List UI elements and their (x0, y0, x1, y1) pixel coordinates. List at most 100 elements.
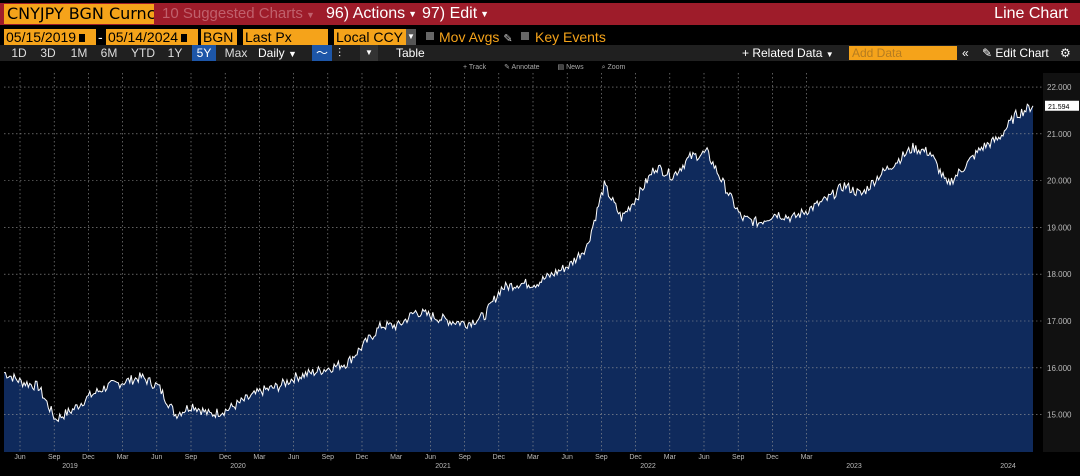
chevron-down-icon: ▼ (288, 49, 297, 59)
x-tick-label: Mar (117, 454, 130, 461)
y-tick-label: 18.000 (1047, 270, 1072, 279)
chart-tool-track[interactable]: + Track (463, 64, 487, 71)
ticker-field[interactable]: CNYJPY BGN Curncy (4, 4, 154, 24)
bar-chart-icon[interactable]: ⫶ (338, 46, 342, 60)
x-year-label: 2019 (62, 463, 78, 470)
gear-icon[interactable]: ⚙ (1060, 46, 1071, 60)
chart-tool-annotate[interactable]: ✎ Annotate (504, 64, 540, 71)
actions-menu[interactable]: 96) Actions ▼ (326, 4, 417, 24)
x-tick-label: Sep (48, 454, 61, 461)
range-1d[interactable]: 1D (11, 46, 27, 60)
actions-label: 96) Actions (326, 5, 406, 23)
add-data-input[interactable]: Add Data (849, 46, 957, 60)
range-5y[interactable]: 5Y (192, 45, 216, 61)
chevron-down-icon: ▼ (408, 9, 418, 19)
chevron-down-icon: ▼ (825, 50, 834, 59)
range-1m[interactable]: 1M (70, 46, 88, 60)
range-3d[interactable]: 3D (40, 46, 56, 60)
y-tick-label: 19.000 (1047, 223, 1072, 232)
edit-chart-button[interactable]: ✎ Edit Chart (982, 45, 1049, 61)
pencil-icon[interactable]: ✎ (503, 33, 513, 45)
suggested-charts-button[interactable]: 10 Suggested Charts ▼ (158, 4, 322, 24)
x-tick-label: Dec (493, 454, 506, 461)
x-tick-label: Sep (732, 454, 745, 461)
x-year-label: 2024 (1000, 463, 1016, 470)
start-date-field[interactable]: 05/15/2019 (4, 29, 96, 45)
y-tick-label: 16.000 (1047, 364, 1072, 373)
x-tick-label: Mar (801, 454, 814, 461)
x-tick-label: Jun (425, 454, 436, 461)
x-tick-label: Dec (766, 454, 779, 461)
frequency-selector[interactable]: Daily ▼ (258, 45, 297, 61)
x-tick-label: Dec (356, 454, 369, 461)
y-tick-label: 17.000 (1047, 317, 1072, 326)
y-tick-label: 22.000 (1047, 83, 1072, 92)
header-bar (0, 3, 1080, 25)
y-tick-label: 15.000 (1047, 411, 1072, 420)
y-tick-label: 20.000 (1047, 177, 1072, 186)
last-value-label: 21.594 (1048, 104, 1070, 111)
x-tick-label: Sep (458, 454, 471, 461)
chart-tool-news[interactable]: ▤ News (557, 64, 584, 71)
x-year-label: 2021 (435, 463, 451, 470)
edit-label: 97) Edit (422, 5, 478, 23)
x-tick-label: Mar (253, 454, 266, 461)
date-separator: - (98, 29, 103, 45)
chevron-down-icon: ▼ (305, 10, 315, 20)
pencil-icon: ✎ (982, 46, 993, 60)
chart-tool-zoom[interactable]: ⌕ Zoom (601, 64, 626, 71)
range-6m[interactable]: 6M (100, 46, 118, 60)
x-tick-label: Dec (82, 454, 95, 461)
calendar-icon[interactable] (181, 34, 188, 43)
parameter-bar: 05/15/2019 - 05/14/2024 BGN Last Px Loca… (0, 28, 1080, 46)
x-tick-label: Mar (664, 454, 677, 461)
calendar-icon[interactable] (79, 34, 86, 43)
mov-avgs-text: Mov Avgs (439, 29, 500, 45)
chart-style-dropdown-icon[interactable]: ▼ (360, 45, 378, 61)
x-year-label: 2023 (846, 463, 862, 470)
line-chart-icon[interactable]: 〜 (312, 45, 332, 61)
y-tick-label: 21.000 (1047, 130, 1072, 139)
chevron-down-icon: ▼ (480, 9, 490, 19)
end-date-value: 05/14/2024 (108, 29, 179, 45)
x-tick-label: Jun (562, 454, 573, 461)
mov-avgs-checkbox[interactable] (426, 32, 434, 40)
x-tick-label: Jun (14, 454, 25, 461)
range-max[interactable]: Max (224, 46, 248, 60)
chart-tools: + Track ✎ Annotate ▤ News ⌕ Zoom (463, 63, 641, 72)
frequency-label: Daily (258, 46, 285, 60)
mov-avgs-label[interactable]: Mov Avgs ✎ (439, 29, 513, 47)
chart-type-label: Line Chart (994, 5, 1068, 22)
area-fill (4, 104, 1033, 452)
x-tick-label: Jun (288, 454, 299, 461)
x-tick-label: Mar (527, 454, 540, 461)
key-events-checkbox[interactable] (521, 32, 529, 40)
currency-selector[interactable]: Local CCY (334, 29, 406, 45)
range-bar: 1D 3D 1M 6M YTD 1Y 5Y Max Daily ▼ 〜 ⫶ ▼ … (0, 45, 1080, 61)
x-year-label: 2020 (230, 463, 246, 470)
table-button[interactable]: Table (396, 46, 425, 60)
x-tick-label: Dec (629, 454, 642, 461)
x-tick-label: Sep (595, 454, 608, 461)
x-tick-label: Sep (185, 454, 198, 461)
currency-dropdown-icon[interactable]: ▼ (406, 29, 416, 45)
edit-menu[interactable]: 97) Edit ▼ (422, 4, 489, 24)
y-axis-panel (1043, 73, 1080, 452)
x-tick-label: Dec (219, 454, 232, 461)
range-ytd[interactable]: YTD (131, 46, 155, 60)
x-tick-label: Mar (390, 454, 403, 461)
last-value-badge (1045, 100, 1079, 111)
range-1y[interactable]: 1Y (167, 46, 183, 60)
end-date-field[interactable]: 05/14/2024 (106, 29, 198, 45)
source-field[interactable]: BGN (201, 29, 237, 45)
collapse-icon[interactable]: « (962, 46, 969, 60)
field-selector[interactable]: Last Px (243, 29, 328, 45)
key-events-label[interactable]: Key Events (535, 29, 606, 45)
top-toolbar: CNYJPY BGN Curncy 10 Suggested Charts ▼ 9… (0, 0, 1080, 28)
suggested-charts-label: 10 Suggested Charts (162, 5, 303, 22)
related-data-label: + Related Data (742, 46, 823, 60)
related-data-button[interactable]: + Related Data ▼ (742, 45, 834, 61)
x-tick-label: Jun (151, 454, 162, 461)
edit-chart-label: Edit Chart (995, 46, 1049, 60)
